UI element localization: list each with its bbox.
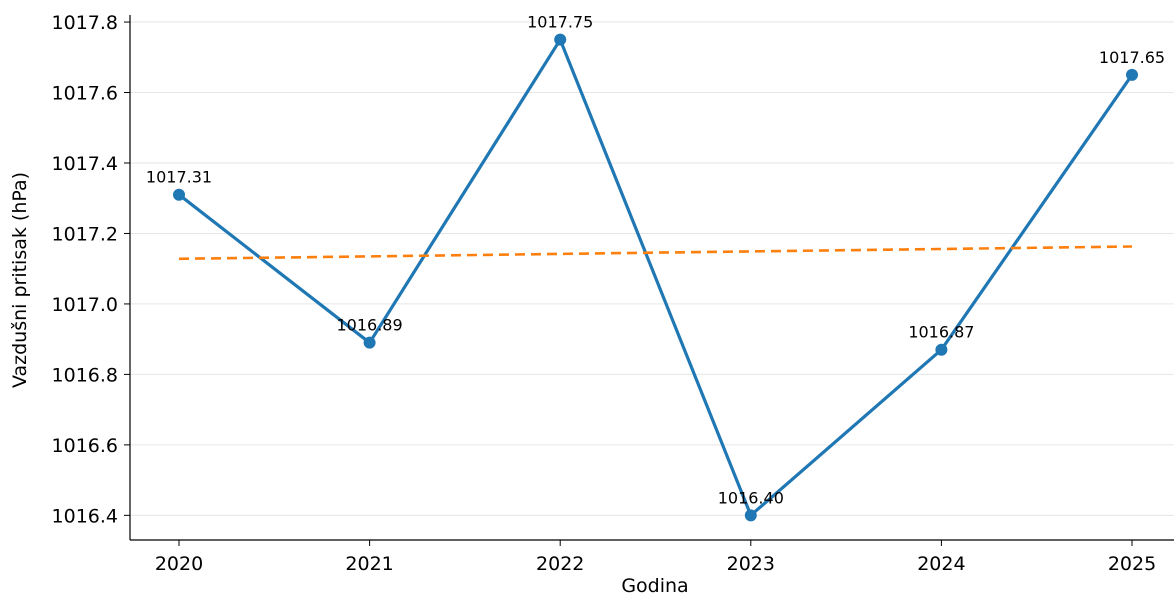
y-tick-label: 1016.4 bbox=[52, 505, 118, 527]
gridlines bbox=[130, 21, 1174, 516]
data-label: 1016.87 bbox=[908, 323, 974, 342]
y-tick-label: 1017.0 bbox=[52, 294, 118, 316]
axes: 1016.4 1016.6 1016.8 1017.0 1017.2 1017.4 1017… bbox=[52, 12, 1174, 575]
x-tick-label: 2024 bbox=[917, 553, 965, 575]
x-tick-label: 2021 bbox=[345, 553, 393, 575]
x-tick-label: 2022 bbox=[536, 553, 584, 575]
data-label: 1017.65 bbox=[1099, 48, 1165, 67]
x-axis-label: Godina bbox=[621, 575, 688, 597]
series-layer bbox=[173, 33, 1138, 522]
data-point bbox=[554, 33, 567, 46]
data-label: 1016.89 bbox=[337, 316, 403, 335]
data-point bbox=[363, 336, 376, 349]
data-point bbox=[744, 509, 757, 522]
y-tick-label: 1016.8 bbox=[52, 364, 118, 386]
x-tick-label: 2025 bbox=[1108, 553, 1156, 575]
y-tick-label: 1017.6 bbox=[52, 83, 118, 105]
y-tick-label: 1017.4 bbox=[52, 153, 118, 175]
x-tick-label: 2020 bbox=[155, 553, 203, 575]
y-axis-label: Vazdušni pritisak (hPa) bbox=[9, 172, 31, 388]
data-label: 1017.31 bbox=[146, 168, 212, 187]
pressure-series-line bbox=[177, 38, 1134, 517]
data-label: 1016.40 bbox=[718, 488, 784, 507]
y-tick-label: 1016.6 bbox=[52, 435, 118, 457]
data-point bbox=[173, 188, 185, 201]
data-label: 1017.75 bbox=[527, 13, 593, 32]
trend-line bbox=[178, 245, 1133, 261]
data-point bbox=[935, 343, 948, 356]
data-point bbox=[1126, 68, 1138, 81]
y-tick-label: 1017.8 bbox=[52, 12, 118, 34]
data-labels: 1017.31 1016.89 1017.75 1016.40 1016.87 1017.… bbox=[146, 13, 1165, 508]
x-tick-label: 2023 bbox=[727, 553, 775, 575]
y-tick-label: 1017.2 bbox=[52, 223, 118, 245]
